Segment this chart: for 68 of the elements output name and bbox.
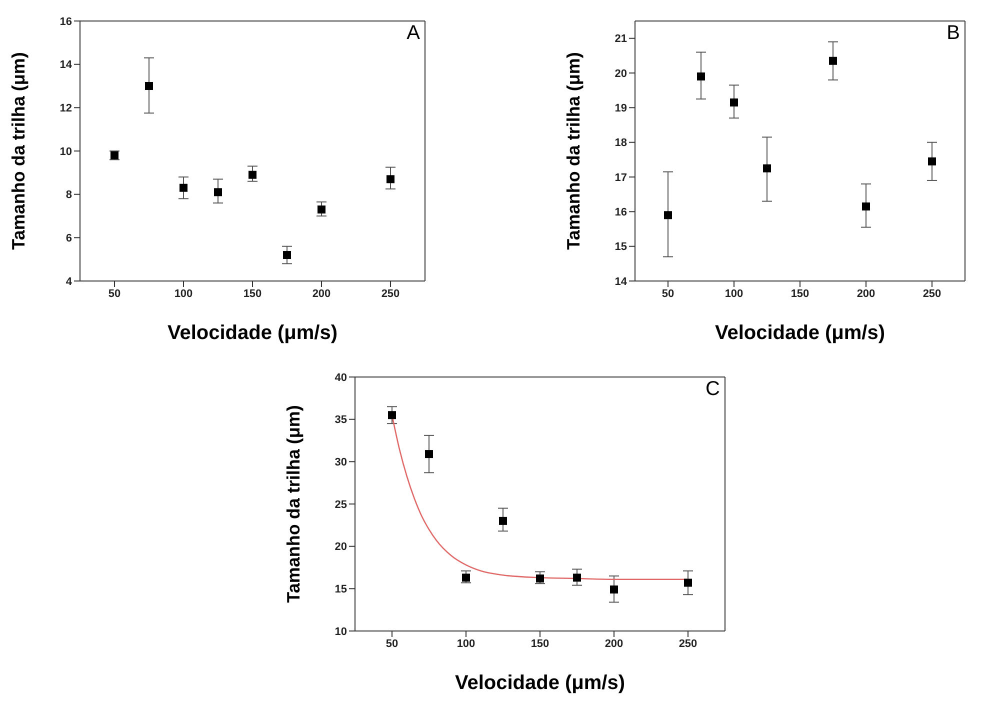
x-tick-label: 200 <box>604 638 624 650</box>
y-tick-label: 18 <box>614 137 627 150</box>
y-tick-label: 10 <box>60 146 72 158</box>
y-tick-label: 16 <box>614 206 627 219</box>
y-tick-label: 10 <box>334 626 347 638</box>
point <box>386 175 394 184</box>
point <box>283 251 291 259</box>
point <box>928 157 936 166</box>
point <box>664 211 672 220</box>
point <box>862 202 870 210</box>
point <box>248 170 256 179</box>
point <box>536 574 544 583</box>
point <box>214 188 222 196</box>
point <box>145 82 153 90</box>
x-axis-title: Velocidade (μm/s) <box>454 672 626 694</box>
x-tick-label: 250 <box>678 638 698 650</box>
point <box>684 578 692 587</box>
point <box>388 411 396 420</box>
y-axis-title: Tamanho da trilha (μm) <box>283 405 304 603</box>
x-tick-label: 100 <box>724 288 744 300</box>
y-tick-label: 30 <box>334 456 347 469</box>
x-tick-label: 250 <box>381 288 400 300</box>
y-tick-label: 25 <box>334 498 347 511</box>
y-tick-label: 20 <box>614 68 627 80</box>
point <box>180 184 188 192</box>
y-tick-label: 17 <box>614 172 627 184</box>
y-tick-label: 14 <box>60 59 73 72</box>
y-axis-title: Tamanho da trilha (μm) <box>8 52 28 250</box>
y-axis-title: Tamanho da trilha (μm) <box>563 52 584 250</box>
point <box>318 206 326 214</box>
x-axis-title: Velocidade (μm/s) <box>167 322 338 344</box>
y-tick-label: 4 <box>66 276 73 288</box>
point <box>462 574 470 582</box>
point <box>425 450 433 458</box>
x-tick-label: 150 <box>790 288 810 300</box>
y-tick-label: 16 <box>60 16 72 28</box>
x-tick-label: 250 <box>922 288 942 300</box>
x-tick-label: 200 <box>856 288 876 300</box>
point <box>697 72 705 80</box>
x-tick-label: 50 <box>662 288 674 300</box>
x-tick-label: 100 <box>174 288 193 300</box>
y-tick-label: 15 <box>334 584 347 596</box>
y-tick-label: 40 <box>334 372 347 384</box>
x-tick-label: 150 <box>530 638 550 650</box>
y-tick-label: 20 <box>334 541 347 554</box>
x-tick-label: 100 <box>456 638 476 650</box>
x-axis-title: Velocidade (μm/s) <box>714 322 886 344</box>
y-tick-label: 12 <box>60 102 72 115</box>
y-tick-label: 15 <box>614 241 627 254</box>
y-tick-label: 8 <box>66 189 72 202</box>
x-tick-label: 150 <box>243 288 262 300</box>
point <box>763 164 771 172</box>
point <box>573 574 581 582</box>
annotation: A <box>406 22 420 45</box>
point <box>829 56 837 65</box>
point <box>610 586 618 594</box>
point <box>499 516 507 525</box>
y-tick-label: 14 <box>614 276 628 288</box>
y-tick-label: 21 <box>614 33 627 46</box>
y-tick-label: 6 <box>66 232 72 245</box>
y-tick-label: 35 <box>334 414 347 426</box>
x-tick-label: 50 <box>108 288 121 300</box>
annotation: C <box>706 378 720 401</box>
annotation: B <box>946 22 960 45</box>
x-tick-label: 50 <box>386 638 398 650</box>
point <box>730 98 738 106</box>
y-tick-label: 19 <box>614 102 627 115</box>
x-tick-label: 200 <box>312 288 331 300</box>
